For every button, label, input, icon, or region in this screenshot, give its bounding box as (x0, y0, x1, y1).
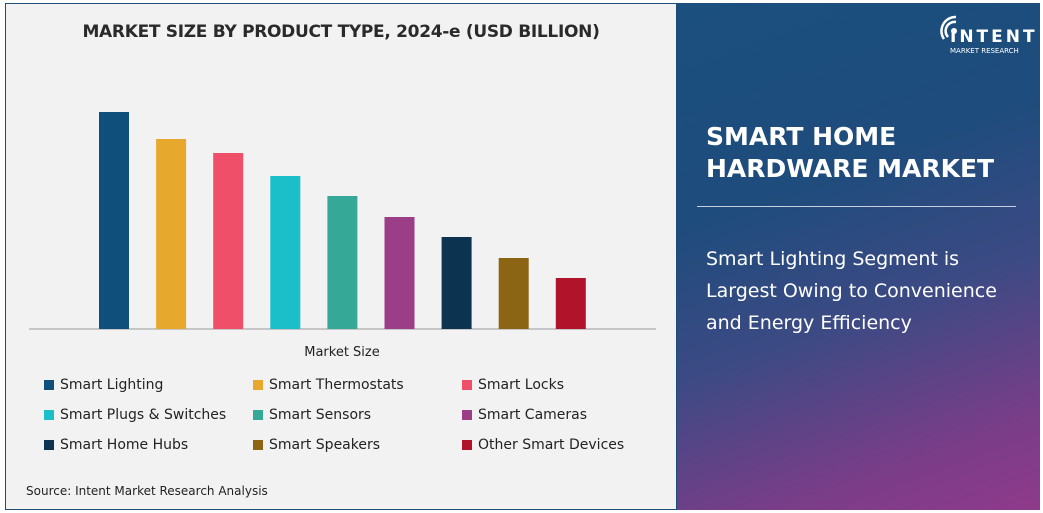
divider (697, 206, 1016, 207)
signal-icon (940, 15, 957, 40)
legend-swatch (462, 410, 472, 420)
legend-swatch (253, 440, 263, 450)
legend-swatch (44, 410, 54, 420)
bar-1 (156, 139, 187, 329)
info-panel: INTENT MARKET RESEARCH SMART HOME HARDWA… (677, 3, 1040, 510)
bar-7 (498, 258, 529, 329)
source-note: Source: Intent Market Research Analysis (26, 484, 268, 498)
legend-label: Smart Thermostats (269, 377, 404, 393)
bar-0 (99, 112, 129, 329)
legend-label: Smart Speakers (269, 437, 381, 453)
chart-panel: MARKET SIZE BY PRODUCT TYPE, 2024-e (USD… (5, 3, 677, 510)
legend-swatch (253, 380, 263, 390)
legend-label: Smart Sensors (269, 407, 372, 423)
legend-item: Other Smart Devices (462, 436, 682, 454)
logo-subtitle: MARKET RESEARCH (950, 47, 1019, 55)
legend-swatch (44, 380, 54, 390)
logo: INTENT MARKET RESEARCH (936, 11, 1035, 59)
bar-4 (327, 196, 358, 329)
market-description: Smart Lighting Segment is Largest Owing … (706, 248, 997, 334)
legend-label: Smart Home Hubs (60, 437, 189, 453)
x-axis-label: Market Size (304, 345, 380, 360)
bar-8 (555, 278, 586, 329)
bar-5 (384, 217, 415, 329)
legend-item: Smart Thermostats (253, 376, 462, 394)
legend-item: Smart Lighting (44, 376, 253, 394)
bar-2 (213, 153, 244, 329)
legend-label: Smart Locks (478, 377, 565, 393)
legend-item: Smart Speakers (253, 436, 462, 454)
logo-brand: INTENT (950, 27, 1038, 47)
legend-swatch (462, 440, 472, 450)
legend-item: Smart Home Hubs (44, 436, 253, 454)
legend-item: Smart Plugs & Switches (44, 406, 253, 424)
legend-label: Smart Lighting (60, 377, 164, 393)
legend: Smart Lighting Smart Thermostats Smart Loc… (44, 376, 682, 454)
legend-item: Smart Locks (462, 376, 682, 394)
bar-3 (270, 176, 301, 329)
legend-swatch (253, 410, 263, 420)
legend-label: Smart Cameras (478, 407, 588, 423)
legend-label: Smart Plugs & Switches (60, 407, 227, 423)
legend-swatch (44, 440, 54, 450)
bar-6 (441, 237, 472, 329)
legend-item: Smart Sensors (253, 406, 462, 424)
legend-label: Other Smart Devices (478, 437, 625, 453)
bar-chart (29, 112, 656, 330)
chart-title: MARKET SIZE BY PRODUCT TYPE, 2024-e (USD… (82, 22, 600, 42)
legend-item: Smart Cameras (462, 406, 682, 424)
legend-swatch (462, 380, 472, 390)
market-title: SMART HOME HARDWARE MARKET (706, 122, 995, 183)
